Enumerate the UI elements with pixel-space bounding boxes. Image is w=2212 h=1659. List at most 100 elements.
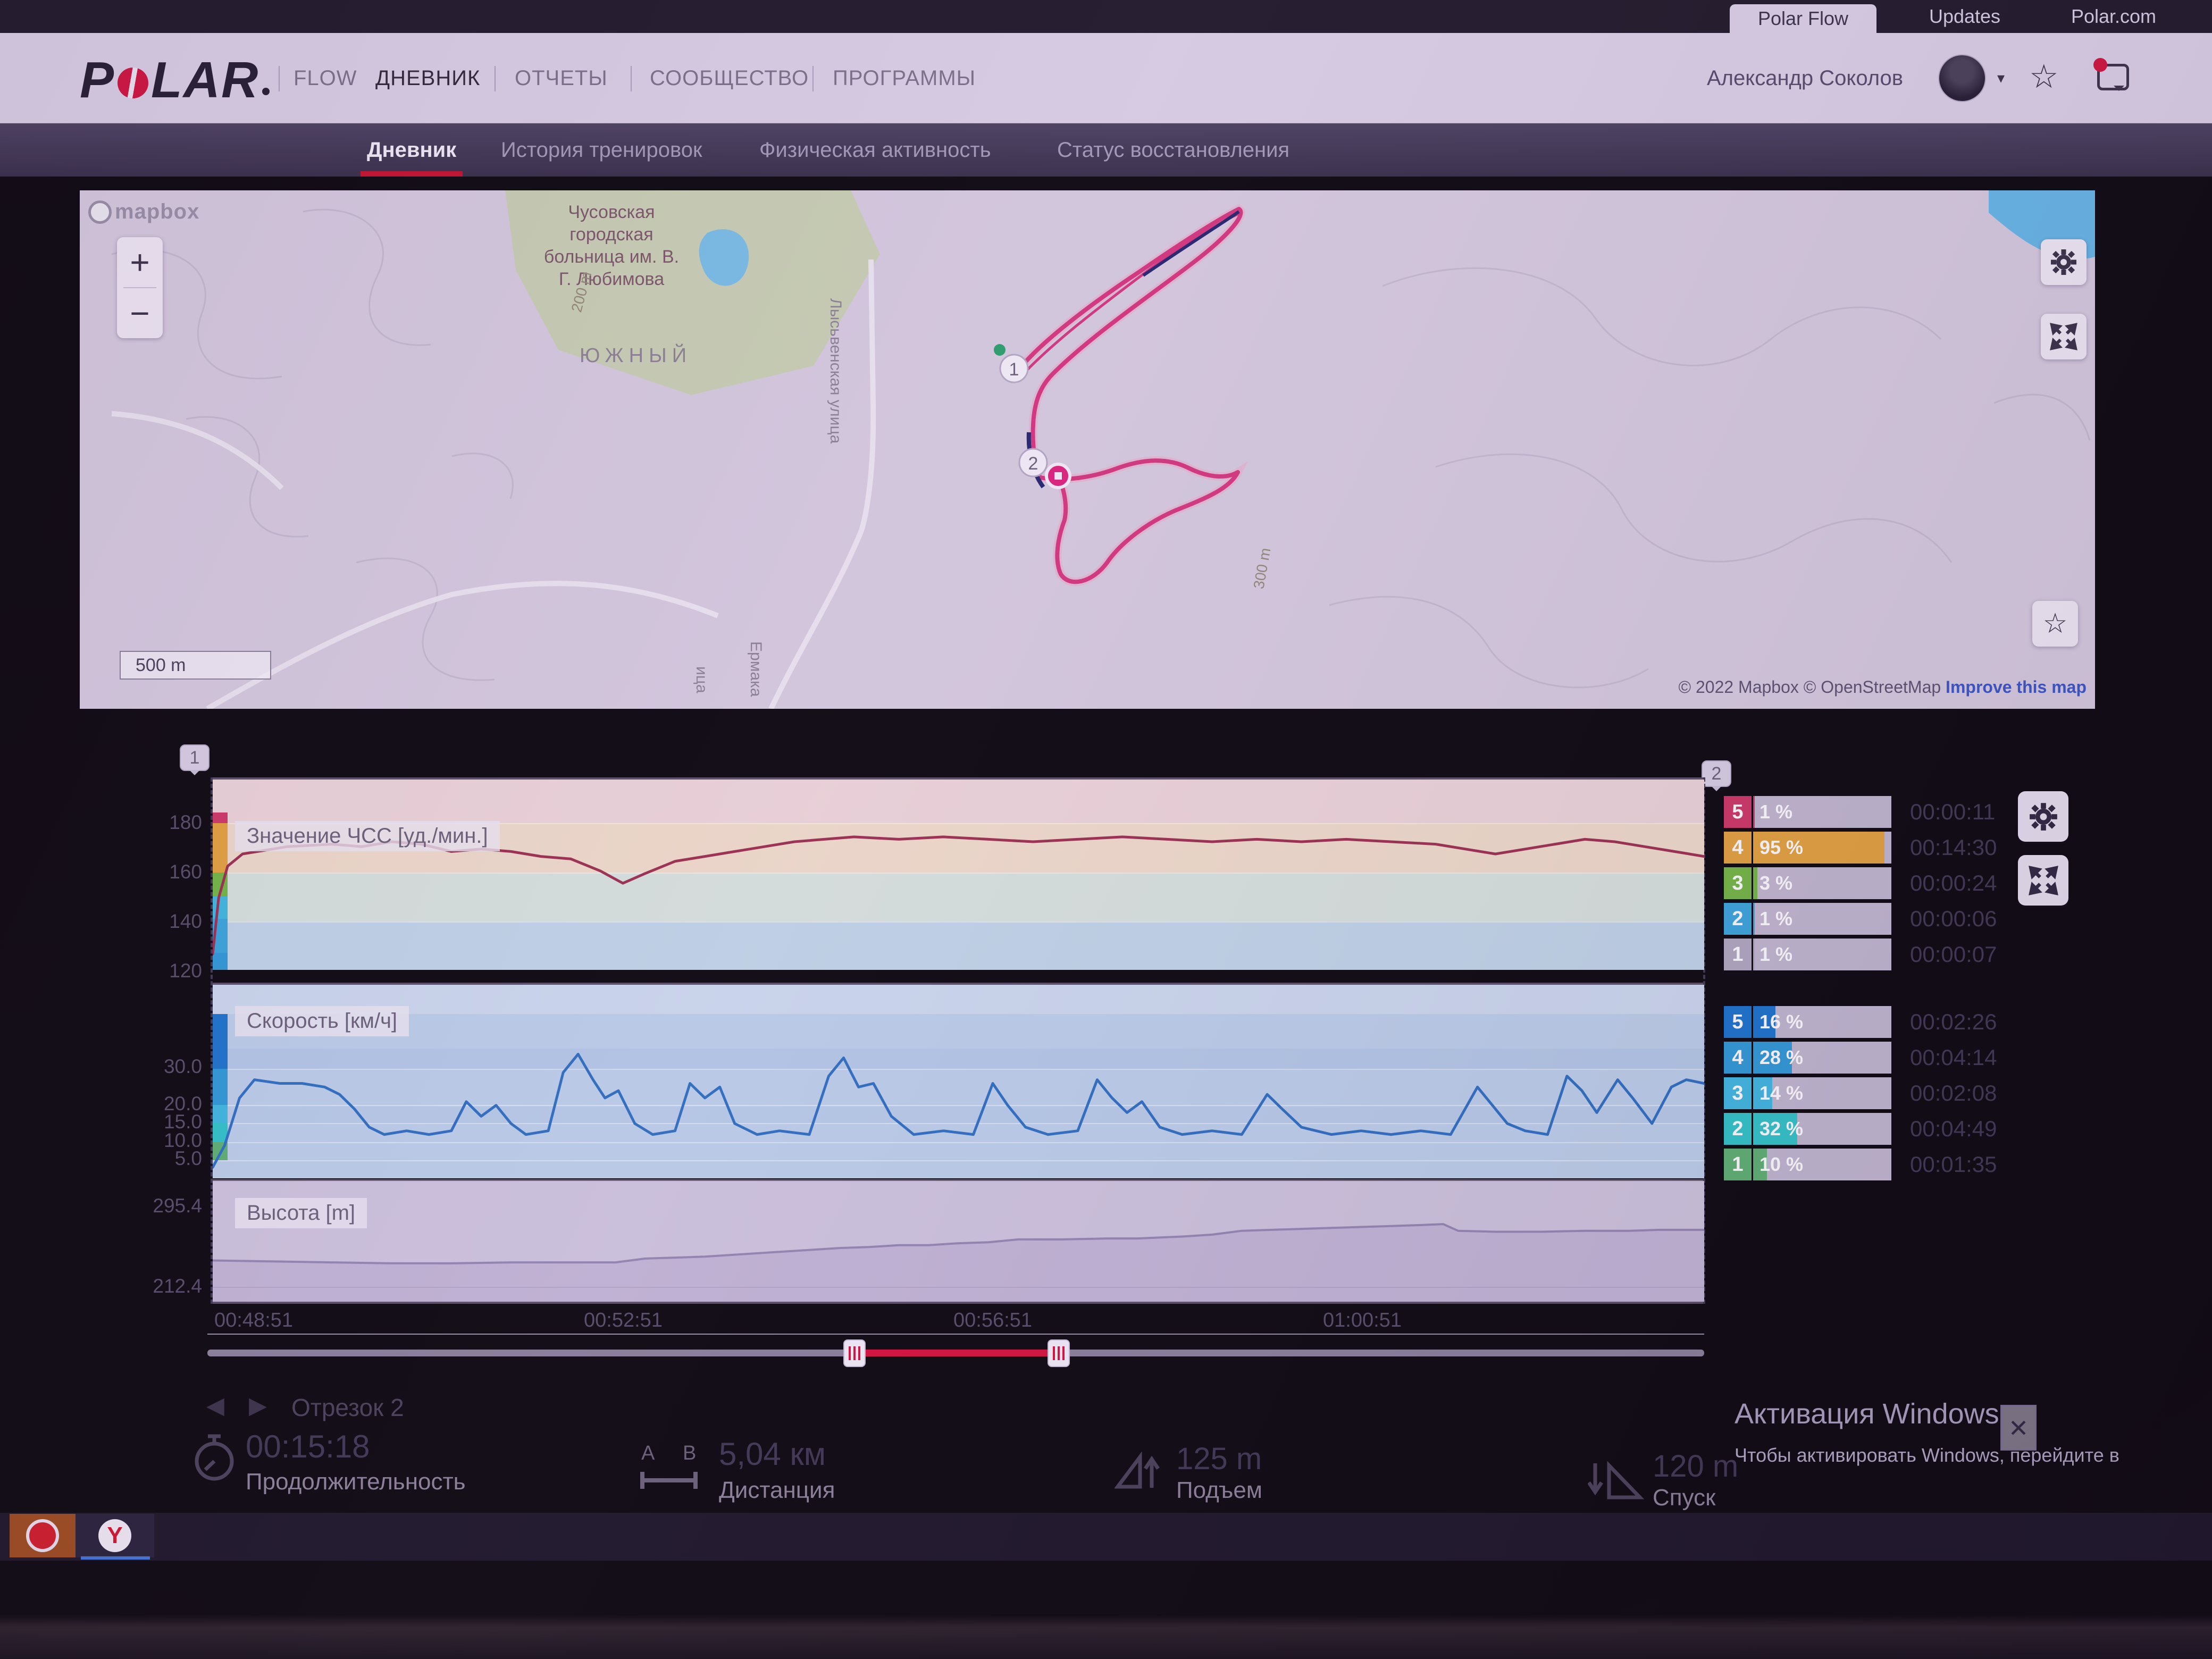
speed-zonecol-4 xyxy=(213,1069,228,1105)
map-settings-button[interactable] xyxy=(2041,239,2087,285)
position-marker-center xyxy=(1054,472,1062,480)
speed-ytick-15: 15.0 xyxy=(163,1111,202,1133)
polar-logo[interactable]: P LAR xyxy=(80,51,270,110)
pond xyxy=(699,229,749,286)
zone-bar: 32 % xyxy=(1753,1113,1891,1145)
speed-chart[interactable]: Скорость [км/ч] xyxy=(213,985,1704,1178)
zone-bar-fill xyxy=(1753,1077,1773,1109)
xtick-3: 00:56:51 xyxy=(953,1309,1032,1331)
gear-icon xyxy=(2051,249,2076,275)
divider xyxy=(631,66,632,91)
zone-bar: 14 % xyxy=(1753,1077,1891,1109)
chart-settings-button[interactable] xyxy=(2018,791,2068,842)
hospital-label: Чусовская городская больница им. В. Г. Люб… xyxy=(543,202,680,289)
lap-marker-2-label: 2 xyxy=(1028,454,1038,474)
feedback-bubble-icon[interactable] xyxy=(2093,58,2129,91)
zoom-slider-track[interactable] xyxy=(207,1339,1704,1367)
zone-number-badge: 4 xyxy=(1724,832,1752,864)
segment-title: Отрезок 2 xyxy=(291,1394,404,1421)
nav-diary[interactable]: ДНЕВНИК xyxy=(375,66,481,90)
speed-ytick-5: 5.0 xyxy=(174,1147,202,1169)
xtick-4: 01:00:51 xyxy=(1323,1309,1402,1331)
hr-chart[interactable]: Значение ЧСС [уд./мин.] xyxy=(213,780,1704,970)
taskbar-app-yandex[interactable]: Y xyxy=(76,1514,154,1557)
zone-number-badge: 3 xyxy=(1724,867,1752,899)
lap-marker-2-circle[interactable] xyxy=(1018,448,1048,477)
subnav-diary[interactable]: Дневник xyxy=(360,123,463,177)
zone-time: 00:00:07 xyxy=(1910,942,1997,967)
improve-map-link[interactable]: Improve this map xyxy=(1946,677,2087,697)
zone-bar-fill xyxy=(1753,1113,1798,1145)
route-track: 1 2 xyxy=(994,204,1249,586)
favorites-star-icon[interactable]: ☆ xyxy=(2029,58,2059,95)
hr-zone-row-2: 2 1 % 00:00:06 xyxy=(1724,903,2022,935)
avatar[interactable] xyxy=(1938,54,1986,102)
zone-bar: 1 % xyxy=(1753,796,1891,828)
speed-zone-row-1: 1 10 % 00:01:35 xyxy=(1724,1149,2022,1180)
altitude-chart[interactable]: Высота [m] xyxy=(213,1181,1704,1302)
close-icon[interactable]: ✕ xyxy=(2000,1405,2037,1451)
speed-band-top xyxy=(213,985,1704,1014)
map-favorite-button[interactable]: ☆ xyxy=(2032,601,2078,647)
nav-flow[interactable]: FLOW xyxy=(294,66,357,90)
chart-fullscreen-button[interactable] xyxy=(2018,855,2068,906)
lap-marker-1-circle[interactable] xyxy=(999,354,1029,383)
speed-band-stripe1 xyxy=(213,1049,1704,1070)
slider-guide-line xyxy=(207,1334,1704,1335)
range-handle-left[interactable] xyxy=(843,1339,866,1367)
zone-bar: 16 % xyxy=(1753,1006,1891,1038)
hr-band-z3 xyxy=(213,873,1704,921)
prev-segment-button[interactable]: ◀ xyxy=(206,1393,224,1419)
segment-pin-2[interactable]: 2 xyxy=(1702,760,1731,791)
tab-polar-com[interactable]: Polar.com xyxy=(2071,5,2157,27)
map-zoom-control: + − xyxy=(117,237,163,338)
subnav-recovery-status[interactable]: Статус восстановления xyxy=(1057,138,1290,162)
nav-programs[interactable]: ПРОГРАММЫ xyxy=(833,66,976,90)
speed-zone-row-3: 3 14 % 00:02:08 xyxy=(1724,1077,2022,1109)
subnav-training-history[interactable]: История тренировок xyxy=(501,138,702,162)
distance-b-label: B xyxy=(683,1442,697,1464)
mapbox-wordmark: mapbox xyxy=(115,200,200,223)
chevron-down-icon[interactable]: ▾ xyxy=(1997,70,2005,86)
active-app-indicator xyxy=(81,1556,150,1560)
hr-zonecol-0 xyxy=(213,953,228,970)
top-links-bar: Polar Flow Updates Polar.com xyxy=(0,0,2212,33)
taskbar-app-red[interactable] xyxy=(10,1514,76,1557)
tab-polar-flow[interactable]: Polar Flow xyxy=(1730,4,1876,33)
route-line xyxy=(1013,207,1243,584)
speed-chart-top-line xyxy=(213,983,1704,985)
taskbar: Y xyxy=(0,1513,2212,1561)
star-icon: ☆ xyxy=(2042,608,2068,639)
zoom-out-button[interactable]: − xyxy=(130,294,150,332)
descent-icon xyxy=(1587,1455,1646,1511)
logo-letters-lar: LAR xyxy=(151,52,259,108)
nav-reports[interactable]: ОТЧЕТЫ xyxy=(515,66,608,90)
map-fullscreen-button[interactable] xyxy=(2041,314,2087,359)
ascent-label: Подъем xyxy=(1176,1477,1263,1503)
district-label: ЮЖНЫЙ xyxy=(580,345,692,367)
zone-bar-fill xyxy=(1753,796,1755,828)
street-label-1: Лысьвенская улица xyxy=(827,298,844,444)
segment-pin-1[interactable]: 1 xyxy=(180,744,210,775)
speed-zone-table: 5 16 % 00:02:26 4 28 % 00:04:14 3 14 % 00:02:0… xyxy=(1724,1006,2022,1184)
speed-chart-label: Скорость [км/ч] xyxy=(235,1006,409,1036)
range-handle-right[interactable] xyxy=(1048,1339,1070,1367)
zone-number-badge: 3 xyxy=(1724,1077,1752,1109)
user-name[interactable]: Александр Соколов xyxy=(1707,66,1903,90)
zoom-in-button[interactable]: + xyxy=(130,243,150,281)
zone-percent: 28 % xyxy=(1759,1046,1804,1068)
subnav-physical-activity[interactable]: Физическая активность xyxy=(759,138,991,162)
tab-updates[interactable]: Updates xyxy=(1929,5,2001,27)
selected-range[interactable] xyxy=(855,1350,1059,1356)
mapbox-logo[interactable]: mapbox xyxy=(88,200,199,224)
mapbox-icon xyxy=(88,200,112,224)
zone-percent: 14 % xyxy=(1759,1082,1804,1104)
yandex-icon: Y xyxy=(98,1519,131,1552)
zone-time: 00:02:08 xyxy=(1910,1080,1997,1105)
next-segment-button[interactable]: ▶ xyxy=(249,1393,267,1419)
zone-bar: 1 % xyxy=(1753,903,1891,935)
monitor-bezel xyxy=(0,1561,2212,1659)
nav-community[interactable]: СООБЩЕСТВО xyxy=(650,66,809,90)
route-map[interactable]: 1 2 mapbox + − Чусовская городская больни… xyxy=(80,190,2095,709)
